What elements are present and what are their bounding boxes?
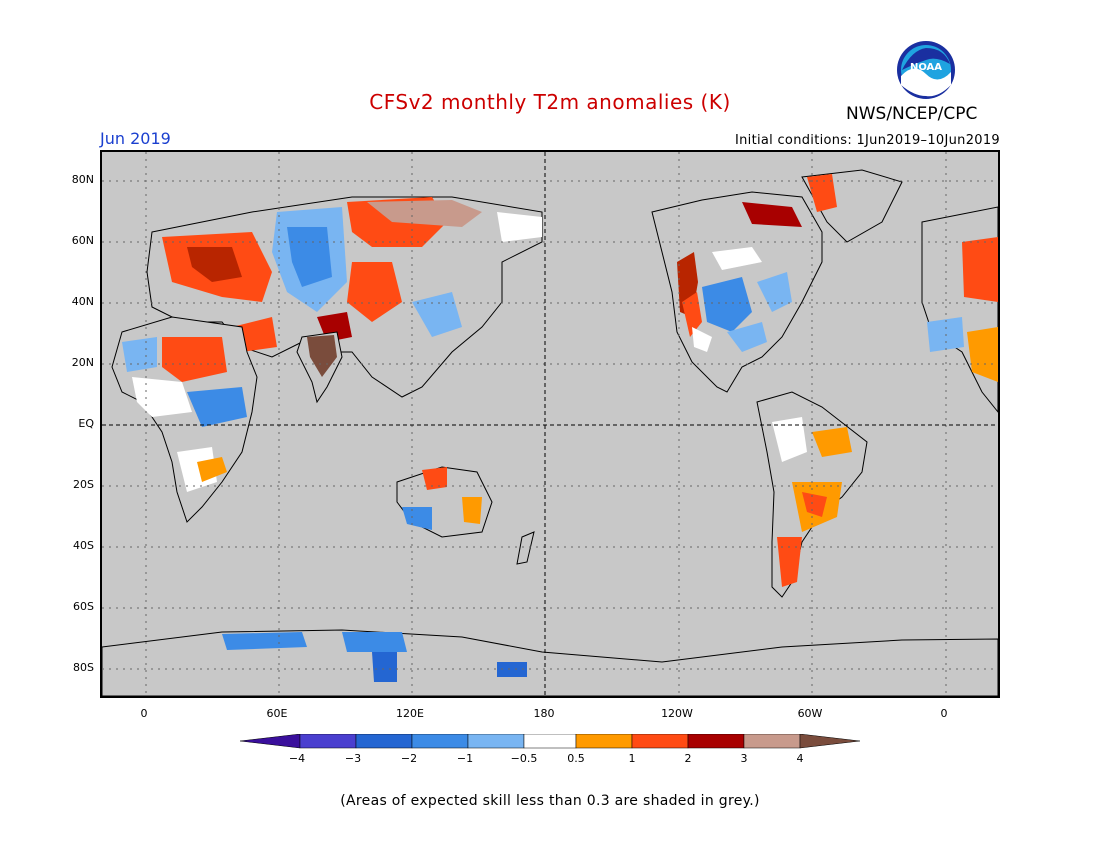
- lat-label: 20N: [71, 356, 94, 369]
- lat-label: 20S: [73, 478, 94, 491]
- india: [296, 331, 343, 404]
- lon-label: 0: [940, 707, 948, 720]
- lon-label: 60E: [266, 707, 288, 720]
- lat-label: 60N: [71, 234, 94, 247]
- antarctica: [102, 629, 998, 696]
- south-america: [756, 391, 868, 598]
- lon-label: 0: [140, 707, 148, 720]
- color-legend-bar: [240, 734, 860, 749]
- australia: [396, 466, 493, 538]
- legend-tick-label: −0.5: [510, 752, 538, 765]
- lat-label: EQ: [78, 417, 94, 430]
- legend-tick-label: 2: [684, 752, 692, 765]
- anomaly-map: [100, 150, 1000, 698]
- map-title: CFSv2 monthly T2m anomalies (K): [369, 90, 731, 114]
- lat-lon-grid: [102, 152, 998, 696]
- lat-label: 40N: [71, 295, 94, 308]
- legend-tick-label: −2: [400, 752, 418, 765]
- legend-tick-label: 1: [628, 752, 636, 765]
- lon-label: 180: [533, 707, 555, 720]
- svg-text:NOAA: NOAA: [910, 62, 942, 73]
- forecast-month: Jun 2019: [100, 129, 171, 148]
- lat-label: 40S: [73, 539, 94, 552]
- lon-label: 120W: [661, 707, 693, 720]
- legend-tick-label: −3: [344, 752, 362, 765]
- new-zealand: [516, 531, 535, 565]
- legend-tick-label: 0.5: [567, 752, 585, 765]
- eurasia: [146, 196, 543, 398]
- legend-tick-label: −4: [288, 752, 306, 765]
- lat-label: 60S: [73, 600, 94, 613]
- africa: [111, 316, 258, 523]
- lat-label: 80S: [73, 661, 94, 674]
- noaa-logo-icon: NOAA: [896, 40, 956, 100]
- skill-footnote: (Areas of expected skill less than 0.3 a…: [340, 793, 760, 809]
- lon-label: 120E: [396, 707, 424, 720]
- legend-tick-label: 4: [796, 752, 804, 765]
- lat-label: 80N: [71, 173, 94, 186]
- agency-label: NWS/NCEP/CPC: [846, 104, 978, 124]
- initial-conditions: Initial conditions: 1Jun2019–10Jun2019: [734, 133, 1000, 148]
- lon-label: 60W: [797, 707, 823, 720]
- legend-tick-label: −1: [456, 752, 474, 765]
- legend-tick-label: 3: [740, 752, 748, 765]
